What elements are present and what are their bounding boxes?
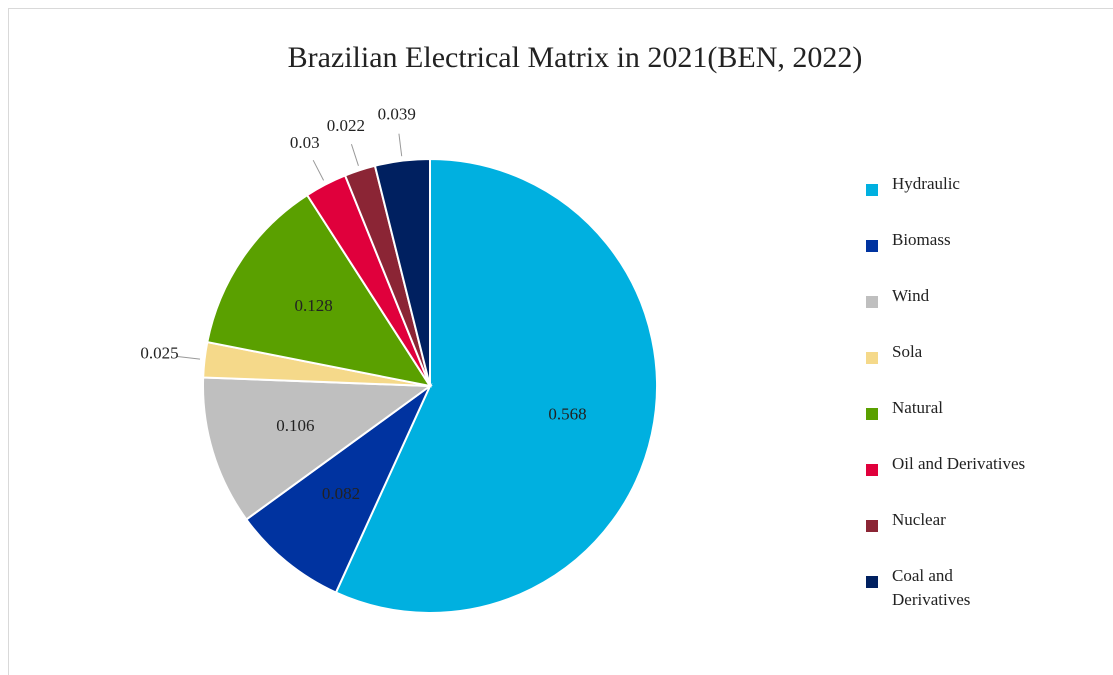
legend-item: Natural xyxy=(866,396,1106,452)
data-label: 0.106 xyxy=(276,416,314,435)
pie-slice xyxy=(373,157,431,387)
data-label: 0.082 xyxy=(322,484,360,503)
chart-title: Brazilian Electrical Matrix in 2021(BEN,… xyxy=(288,41,863,74)
legend-swatch xyxy=(866,520,878,532)
data-label: 0.025 xyxy=(140,343,178,362)
legend-item: Oil and Derivatives xyxy=(866,452,1106,508)
legend-item: Wind xyxy=(866,284,1106,340)
legend-label: Biomass xyxy=(892,230,951,249)
leader-line xyxy=(312,159,325,181)
legend-label: Coal and Derivatives xyxy=(892,566,971,609)
legend-item: Coal and Derivatives xyxy=(866,564,1106,620)
legend-item: Biomass xyxy=(866,228,1106,284)
leader-line xyxy=(398,133,403,157)
data-label: 0.568 xyxy=(548,405,586,424)
legend-label: Wind xyxy=(892,286,930,305)
pie-slice xyxy=(244,382,433,594)
data-label: 0.03 xyxy=(290,133,320,152)
leader-line xyxy=(350,144,359,166)
legend-item: Nuclear xyxy=(866,508,1106,564)
data-label: 0.128 xyxy=(294,296,332,315)
legend-item: Sola xyxy=(866,340,1106,396)
legend-label: Natural xyxy=(892,398,943,417)
legend-label: Nuclear xyxy=(892,510,946,529)
pie-slice xyxy=(334,157,658,614)
legend-swatch xyxy=(866,464,878,476)
pie-slice xyxy=(202,376,433,521)
data-label: 0.039 xyxy=(378,105,416,124)
data-label: 0.022 xyxy=(327,116,365,135)
legend-swatch xyxy=(866,408,878,420)
pie-slice xyxy=(206,193,433,388)
legend-label: Sola xyxy=(892,342,923,361)
chart-frame xyxy=(8,8,1113,675)
legend-label: Oil and Derivatives xyxy=(892,454,1026,473)
leader-line xyxy=(177,356,201,360)
legend-swatch xyxy=(866,352,878,364)
legend-swatch xyxy=(866,296,878,308)
legend-label: Hydraulic xyxy=(892,174,960,193)
legend: Hydraulic Biomass Wind Sola Natural Oil and D… xyxy=(866,172,1106,620)
legend-swatch xyxy=(866,240,878,252)
legend-swatch xyxy=(866,576,878,588)
legend-item: Hydraulic xyxy=(866,172,1106,228)
legend-swatch xyxy=(866,184,878,196)
